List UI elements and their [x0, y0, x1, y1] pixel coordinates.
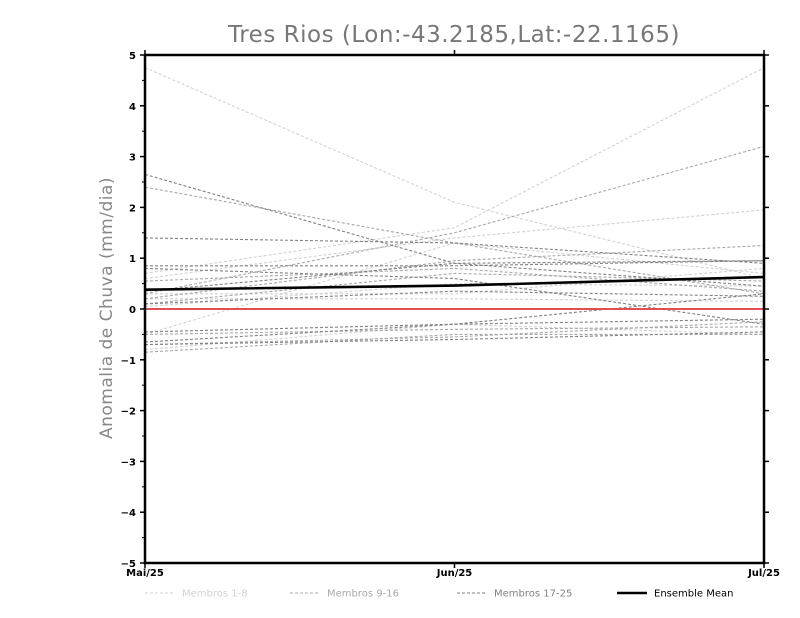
- member-line-membros-17-25-1: [144, 173, 765, 264]
- legend-label-membros-9-16: Membros 9-16: [327, 589, 399, 600]
- x-tick-label-jun-25: Jun/25: [436, 568, 473, 579]
- y-tick-label: 5: [129, 51, 136, 62]
- y-axis-label: Anomalia de Chuva (mm/dia): [97, 177, 117, 439]
- y-tick-label: −5: [121, 559, 136, 570]
- member-line-membros-9-16-3: [144, 244, 765, 300]
- y-tick-label: 4: [129, 102, 136, 113]
- x-tick-label-jul-25: Jul/25: [747, 568, 780, 579]
- y-tick-label: 2: [129, 203, 136, 214]
- member-line-membros-1-8-1: [144, 67, 765, 280]
- member-line-membros-17-25-4: [144, 262, 765, 292]
- member-line-membros-1-8-8: [144, 283, 765, 308]
- member-line-membros-17-25-3: [145, 260, 765, 267]
- member-line-membros-17-25-5: [144, 293, 765, 343]
- x-axis-ticks: Mai/25 Jun/25 Jul/25: [126, 50, 780, 579]
- plot-lines: [144, 67, 765, 353]
- member-line-membros-17-25-7: [144, 290, 765, 305]
- member-line-membros-17-25-9: [144, 318, 765, 333]
- legend: Membros 1-8 Membros 9-16 Membros 17-25 Ense…: [145, 589, 733, 600]
- member-line-membros-1-8-4: [144, 242, 765, 335]
- member-line-membros-9-16-4: [144, 321, 765, 346]
- y-tick-label: −4: [121, 508, 136, 519]
- member-line-membros-1-8-5: [145, 267, 765, 295]
- y-tick-label: 3: [129, 153, 136, 164]
- y-tick-label: −2: [121, 407, 136, 418]
- member-line-membros-17-25-2: [144, 237, 765, 264]
- y-tick-label: 1: [129, 254, 136, 265]
- legend-label-membros-17-25: Membros 17-25: [494, 589, 572, 600]
- member-line-membros-1-8-3: [144, 209, 765, 280]
- x-tick-label-mai-25: Mai/25: [126, 568, 164, 579]
- member-line-membros-9-16-1: [144, 145, 765, 295]
- member-line-membros-1-8-2: [144, 67, 765, 274]
- member-line-membros-17-25-6: [144, 331, 765, 346]
- member-line-membros-9-16-8: [144, 267, 765, 292]
- y-tick-label: −1: [121, 356, 136, 367]
- y-axis-ticks: 5 4 3 2 1 0 −1 −2 −3 −4 −5: [121, 51, 769, 570]
- member-line-membros-1-8-6: [145, 298, 765, 302]
- legend-label-membros-1-8: Membros 1-8: [182, 589, 248, 600]
- y-tick-label: −3: [121, 457, 136, 468]
- member-line-membros-9-16-6: [144, 326, 765, 335]
- ensemble-mean-line: [144, 275, 765, 291]
- legend-label-ensemble-mean: Ensemble Mean: [654, 589, 733, 600]
- chart-title: Tres Rios (Lon:-43.2185,Lat:-22.1165): [227, 22, 680, 48]
- y-tick-label: 0: [129, 305, 136, 316]
